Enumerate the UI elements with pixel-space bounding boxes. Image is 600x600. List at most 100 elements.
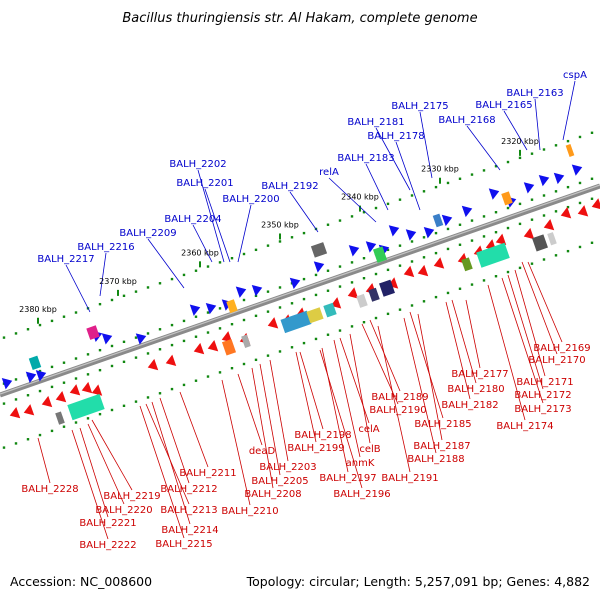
forward-gene-label: BALH_2217 bbox=[37, 254, 94, 265]
reverse-gene-arrow bbox=[23, 404, 35, 416]
reverse-leader-line bbox=[465, 299, 481, 369]
gene-feature-block bbox=[547, 232, 557, 246]
gene-feature-block-rect bbox=[565, 143, 575, 157]
forward-gene-arrow-shape bbox=[35, 370, 47, 382]
reverse-leader-line bbox=[221, 379, 251, 506]
forward-gene-arrow-shape bbox=[1, 378, 13, 390]
reverse-gene-arrow bbox=[543, 218, 555, 231]
tick-dot bbox=[98, 302, 102, 306]
gene-feature-block bbox=[372, 246, 388, 263]
tick-dot bbox=[26, 394, 30, 397]
tick-dot bbox=[122, 294, 126, 298]
tick-dot bbox=[266, 290, 270, 293]
reverse-gene-arrow-shape bbox=[403, 265, 415, 278]
tick-dot bbox=[230, 256, 234, 260]
reverse-leader-line bbox=[451, 299, 477, 384]
tick-dot bbox=[398, 244, 402, 247]
tick-dot bbox=[170, 323, 174, 327]
reverse-gene-label: BALH_2169 bbox=[533, 343, 590, 354]
reverse-gene-arrow-shape bbox=[9, 406, 21, 419]
tick-dot bbox=[278, 240, 282, 243]
gene-feature-block bbox=[67, 393, 105, 421]
kbp-tick-mark bbox=[359, 205, 361, 212]
tick-dot bbox=[434, 295, 438, 299]
tick-dot bbox=[158, 348, 162, 351]
forward-gene-arrow bbox=[289, 277, 301, 290]
kbp-tick-mark bbox=[37, 317, 39, 324]
tick-dot bbox=[98, 348, 102, 352]
tick-dot bbox=[194, 315, 198, 318]
reverse-gene-arrow-shape bbox=[147, 358, 159, 371]
tick-dot bbox=[338, 285, 342, 288]
reverse-gene-arrow-shape bbox=[165, 354, 177, 366]
reverse-gene-label: BALH_2199 bbox=[287, 443, 344, 454]
tick-dot bbox=[590, 131, 594, 134]
forward-gene-arrow-shape bbox=[461, 205, 473, 218]
tick-dot bbox=[302, 231, 306, 235]
kbp-tick-label: 2380 kbp bbox=[19, 305, 57, 314]
reverse-leader-line bbox=[269, 359, 289, 462]
tick-dot bbox=[2, 402, 6, 405]
tick-dot bbox=[38, 433, 42, 437]
reverse-gene-arrow bbox=[165, 354, 177, 366]
gene-feature-block-rect bbox=[461, 257, 473, 272]
tick-dot bbox=[62, 315, 66, 318]
tick-dot bbox=[362, 211, 366, 214]
reverse-gene-arrow-shape bbox=[55, 390, 67, 403]
forward-gene-label: BALH_2181 bbox=[347, 117, 404, 128]
kbp-tick-mark bbox=[117, 289, 119, 296]
gene-feature-block bbox=[280, 310, 312, 334]
reverse-gene-label: BALH_2203 bbox=[259, 462, 316, 473]
forward-gene-label: BALH_2163 bbox=[506, 88, 563, 99]
tick-dot bbox=[110, 344, 114, 348]
tick-dot bbox=[566, 249, 570, 253]
reverse-gene-label: BALH_2222 bbox=[79, 540, 136, 551]
tick-dot bbox=[518, 222, 522, 226]
tick-dot bbox=[74, 311, 78, 314]
reverse-gene-arrow-shape bbox=[81, 381, 93, 394]
tick-dot bbox=[290, 236, 294, 239]
reverse-gene-label: BALH_2191 bbox=[381, 473, 438, 484]
reverse-gene-arrow-shape bbox=[591, 198, 600, 210]
reverse-gene-label: BALH_2177 bbox=[451, 369, 508, 380]
reverse-gene-label: BALH_2174 bbox=[496, 421, 553, 432]
genome-backbone bbox=[0, 183, 600, 398]
tick-dot bbox=[194, 335, 198, 338]
forward-leader-line bbox=[534, 98, 541, 151]
tick-dot bbox=[278, 350, 282, 353]
forward-gene-arrow-shape bbox=[348, 245, 360, 257]
tick-dot bbox=[446, 291, 450, 295]
gene-feature-block bbox=[461, 257, 473, 272]
kbp-tick-mark bbox=[519, 149, 521, 156]
tick-dot bbox=[2, 446, 6, 449]
reverse-leader-line bbox=[139, 405, 185, 539]
forward-gene-arrow bbox=[189, 304, 201, 316]
tick-dot bbox=[254, 248, 258, 252]
topology-text: Topology: circular; Length: 5,257,091 bp… bbox=[246, 574, 590, 589]
tick-dot bbox=[422, 190, 426, 193]
reverse-leader-line bbox=[159, 397, 190, 484]
forward-leader-line bbox=[562, 80, 576, 141]
tick-dot bbox=[14, 398, 18, 401]
forward-gene-arrow bbox=[348, 245, 360, 257]
gene-feature-block-rect bbox=[323, 302, 337, 318]
reverse-leader-line bbox=[521, 261, 558, 355]
tick-dot bbox=[554, 210, 558, 213]
tick-dot bbox=[326, 223, 330, 226]
tick-dot bbox=[590, 241, 594, 244]
tick-dot bbox=[182, 383, 186, 387]
tick-dot bbox=[458, 177, 462, 180]
gene-feature-block bbox=[379, 279, 395, 297]
tick-dot bbox=[446, 227, 450, 231]
gene-feature-block-rect bbox=[310, 242, 328, 258]
gene-feature-block bbox=[310, 242, 328, 258]
forward-gene-arrow-shape bbox=[538, 174, 550, 187]
tick-dot bbox=[302, 341, 306, 345]
gene-feature-block bbox=[86, 325, 100, 340]
forward-gene-label: BALH_2204 bbox=[164, 214, 221, 225]
accession-text: Accession: NC_008600 bbox=[10, 574, 153, 589]
tick-dot bbox=[182, 273, 186, 277]
reverse-leader-line bbox=[507, 274, 544, 390]
kbp-tick-mark bbox=[279, 233, 281, 240]
tick-dot bbox=[386, 202, 390, 206]
